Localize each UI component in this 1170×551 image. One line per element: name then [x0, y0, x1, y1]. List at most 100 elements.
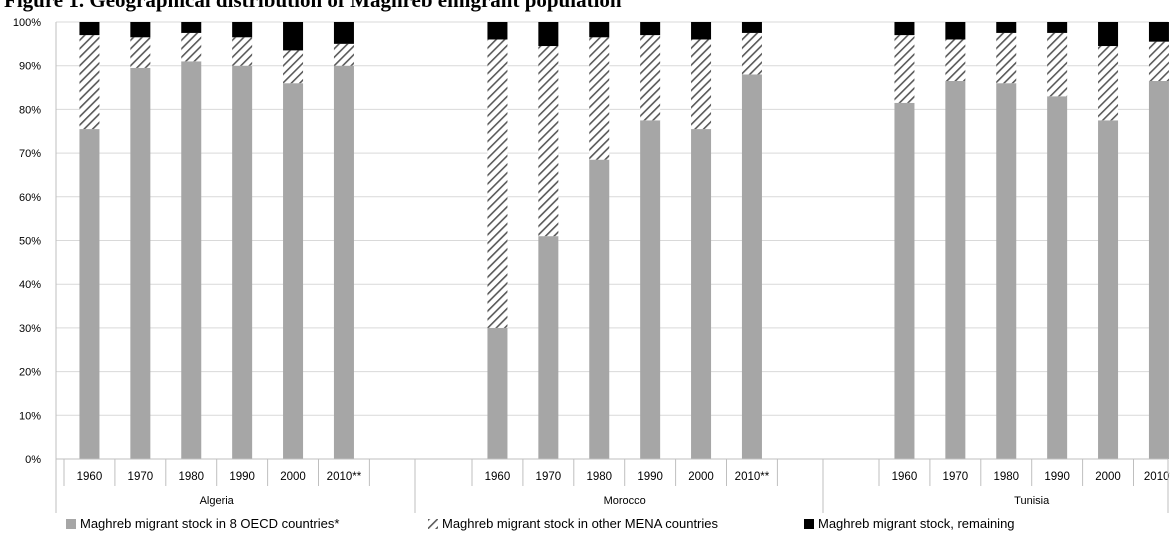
bar-tunisia-1990-mena [1047, 32, 1068, 97]
y-tick-label: 90% [19, 61, 41, 73]
bar-tunisia-2000-oecd [1098, 120, 1119, 459]
bar-algeria-1990-oecd [232, 65, 253, 459]
bar-algeria-1970-remaining [130, 22, 151, 38]
y-tick-label: 10% [19, 410, 41, 422]
bar-algeria-1990-mena [232, 37, 253, 66]
bars [79, 22, 1169, 460]
x-category-label: 2010** [327, 471, 362, 483]
bar-morocco-1960-remaining [487, 22, 508, 40]
x-category-label: 1970 [943, 471, 969, 483]
legend-swatch-oecd [66, 518, 76, 529]
bar-algeria-1980-remaining [181, 22, 202, 33]
legend-label-oecd: Maghreb migrant stock in 8 OECD countrie… [80, 516, 340, 531]
x-category-label: 1970 [128, 471, 154, 483]
bar-tunisia-2010-remaining [1148, 22, 1169, 42]
x-group-label: Algeria [200, 495, 235, 507]
bar-morocco-1990-mena [640, 35, 661, 121]
y-tick-label: 40% [19, 279, 41, 291]
bar-algeria-2000-mena [283, 50, 304, 84]
x-category-label: 2010** [735, 471, 770, 483]
bar-tunisia-1970-remaining [945, 22, 966, 40]
y-tick-label: 80% [19, 104, 41, 116]
bar-tunisia-1960-oecd [894, 102, 915, 459]
bar-morocco-2010-oecd [741, 74, 762, 459]
bar-algeria-2010-mena [333, 43, 354, 66]
x-category-label: 1960 [485, 471, 511, 483]
y-tick-label: 30% [19, 323, 41, 335]
x-category-label: 2010* [1144, 471, 1170, 483]
x-group-label: Morocco [604, 495, 646, 507]
bar-tunisia-2010-oecd [1148, 80, 1169, 460]
x-category-label: 1990 [229, 471, 255, 483]
bar-tunisia-1980-oecd [996, 83, 1017, 460]
x-axis: 1960 1970 1980 1990 2000 2010** Algeria 1960 197… [55, 458, 1170, 513]
bar-morocco-2000-mena [691, 39, 712, 130]
x-category-label: 2000 [280, 471, 306, 483]
bar-tunisia-1990-remaining [1047, 22, 1068, 33]
x-category-label: 1990 [1044, 471, 1070, 483]
bar-morocco-1980-remaining [589, 22, 610, 38]
x-category-label: 2000 [688, 471, 714, 483]
x-category-label: 1970 [536, 471, 562, 483]
bar-morocco-2010-mena [741, 32, 762, 75]
bar-morocco-1980-mena [589, 37, 610, 160]
x-category-label: 1960 [892, 471, 918, 483]
legend-item-mena: Maghreb migrant stock in other MENA coun… [428, 516, 718, 531]
bar-tunisia-2010-mena [1148, 41, 1169, 81]
bar-algeria-1960-oecd [79, 129, 100, 459]
legend-label-remaining: Maghreb migrant stock, remaining [818, 516, 1015, 531]
bar-algeria-2000-remaining [283, 22, 304, 51]
y-tick-label: 50% [19, 236, 41, 248]
bar-tunisia-1980-mena [996, 32, 1017, 84]
bar-tunisia-1970-mena [945, 39, 966, 81]
y-tick-label: 60% [19, 192, 41, 204]
legend-item-oecd: Maghreb migrant stock in 8 OECD countrie… [66, 516, 339, 531]
x-category-label: 1980 [586, 471, 612, 483]
bar-morocco-1990-oecd [640, 120, 661, 459]
bar-morocco-2000-remaining [691, 22, 712, 40]
bar-morocco-1970-oecd [538, 236, 559, 459]
y-tick-label: 70% [19, 148, 41, 160]
bar-tunisia-1960-remaining [894, 22, 915, 36]
y-tick-label: 20% [19, 367, 41, 379]
bar-morocco-1960-oecd [487, 327, 508, 459]
legend: Maghreb migrant stock in 8 OECD countrie… [0, 508, 1170, 548]
x-category-label: 2000 [1095, 471, 1121, 483]
bar-algeria-2000-oecd [283, 83, 304, 460]
bar-morocco-1980-oecd [589, 159, 610, 459]
bar-algeria-1970-mena [130, 37, 151, 68]
y-tick-label: 0% [25, 454, 41, 466]
bar-morocco-1990-remaining [640, 22, 661, 36]
x-category-label: 1960 [77, 471, 103, 483]
legend-swatch-mena [428, 518, 438, 529]
bar-tunisia-1980-remaining [996, 22, 1017, 33]
legend-item-remaining: Maghreb migrant stock, remaining [804, 516, 1015, 531]
x-category-label: 1980 [178, 471, 204, 483]
bar-morocco-1970-mena [538, 46, 559, 237]
bar-morocco-2010-remaining [741, 22, 762, 33]
y-axis: 0% 10% 20% 30% 40% 50% 60% 70% 80% 90% 100% [13, 17, 57, 466]
bar-tunisia-1970-oecd [945, 80, 966, 460]
legend-swatch-remaining [804, 518, 814, 529]
bar-algeria-1990-remaining [232, 22, 253, 38]
x-category-label: 1990 [637, 471, 663, 483]
bar-morocco-1970-remaining [538, 22, 559, 47]
bar-algeria-1980-oecd [181, 61, 202, 460]
bar-tunisia-2000-remaining [1098, 22, 1119, 47]
x-group-label: Tunisia [1014, 495, 1050, 507]
chart-title: Figure 1. Geographical distribution of M… [4, 0, 622, 12]
bar-morocco-2000-oecd [691, 129, 712, 459]
y-tick-label: 100% [13, 17, 41, 29]
bar-algeria-1980-mena [181, 32, 202, 62]
bar-tunisia-1960-mena [894, 35, 915, 103]
bar-algeria-1960-remaining [79, 22, 100, 36]
bar-algeria-2010-oecd [333, 65, 354, 459]
legend-label-mena: Maghreb migrant stock in other MENA coun… [442, 516, 719, 531]
x-category-label: 1980 [993, 471, 1019, 483]
bar-tunisia-1990-oecd [1047, 96, 1068, 459]
bar-tunisia-2000-mena [1098, 46, 1119, 121]
bar-algeria-1970-oecd [130, 67, 151, 459]
bar-morocco-1960-mena [487, 39, 508, 328]
bar-algeria-1960-mena [79, 35, 100, 130]
